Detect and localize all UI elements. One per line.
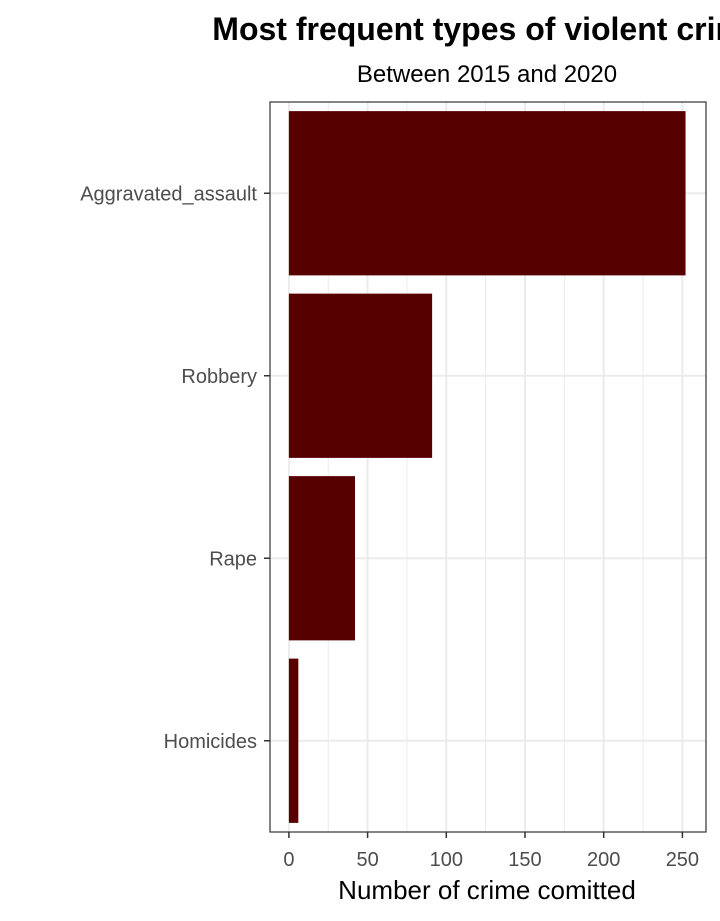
x-axis-label: Number of crime comitted — [338, 875, 636, 905]
x-tick-label: 150 — [508, 849, 541, 871]
bar-homicides — [288, 658, 299, 823]
bar-rape — [288, 476, 355, 641]
bar-robbery — [288, 293, 433, 458]
x-tick-label: 100 — [430, 849, 463, 871]
y-tick-label: Robbery — [181, 366, 257, 388]
x-tick-label: 250 — [666, 849, 699, 871]
chart-subtitle: Between 2015 and 2020 — [357, 61, 617, 88]
x-tick-label: 0 — [283, 849, 294, 871]
chart-title: Most frequent types of violent crime — [212, 11, 720, 47]
y-tick-label: Rape — [209, 548, 257, 570]
y-axis: Aggravated_assault Robbery Rape Homicides — [80, 183, 270, 753]
y-tick-label: Homicides — [164, 731, 257, 753]
bar-aggravated-assault — [288, 111, 686, 276]
bars — [288, 111, 686, 823]
plot-panel-border — [269, 101, 707, 833]
x-axis: 0 50 100 150 200 250 — [283, 832, 699, 871]
x-tick-label: 50 — [356, 849, 378, 871]
x-tick-label: 200 — [587, 849, 620, 871]
y-tick-label: Aggravated_assault — [80, 183, 257, 205]
